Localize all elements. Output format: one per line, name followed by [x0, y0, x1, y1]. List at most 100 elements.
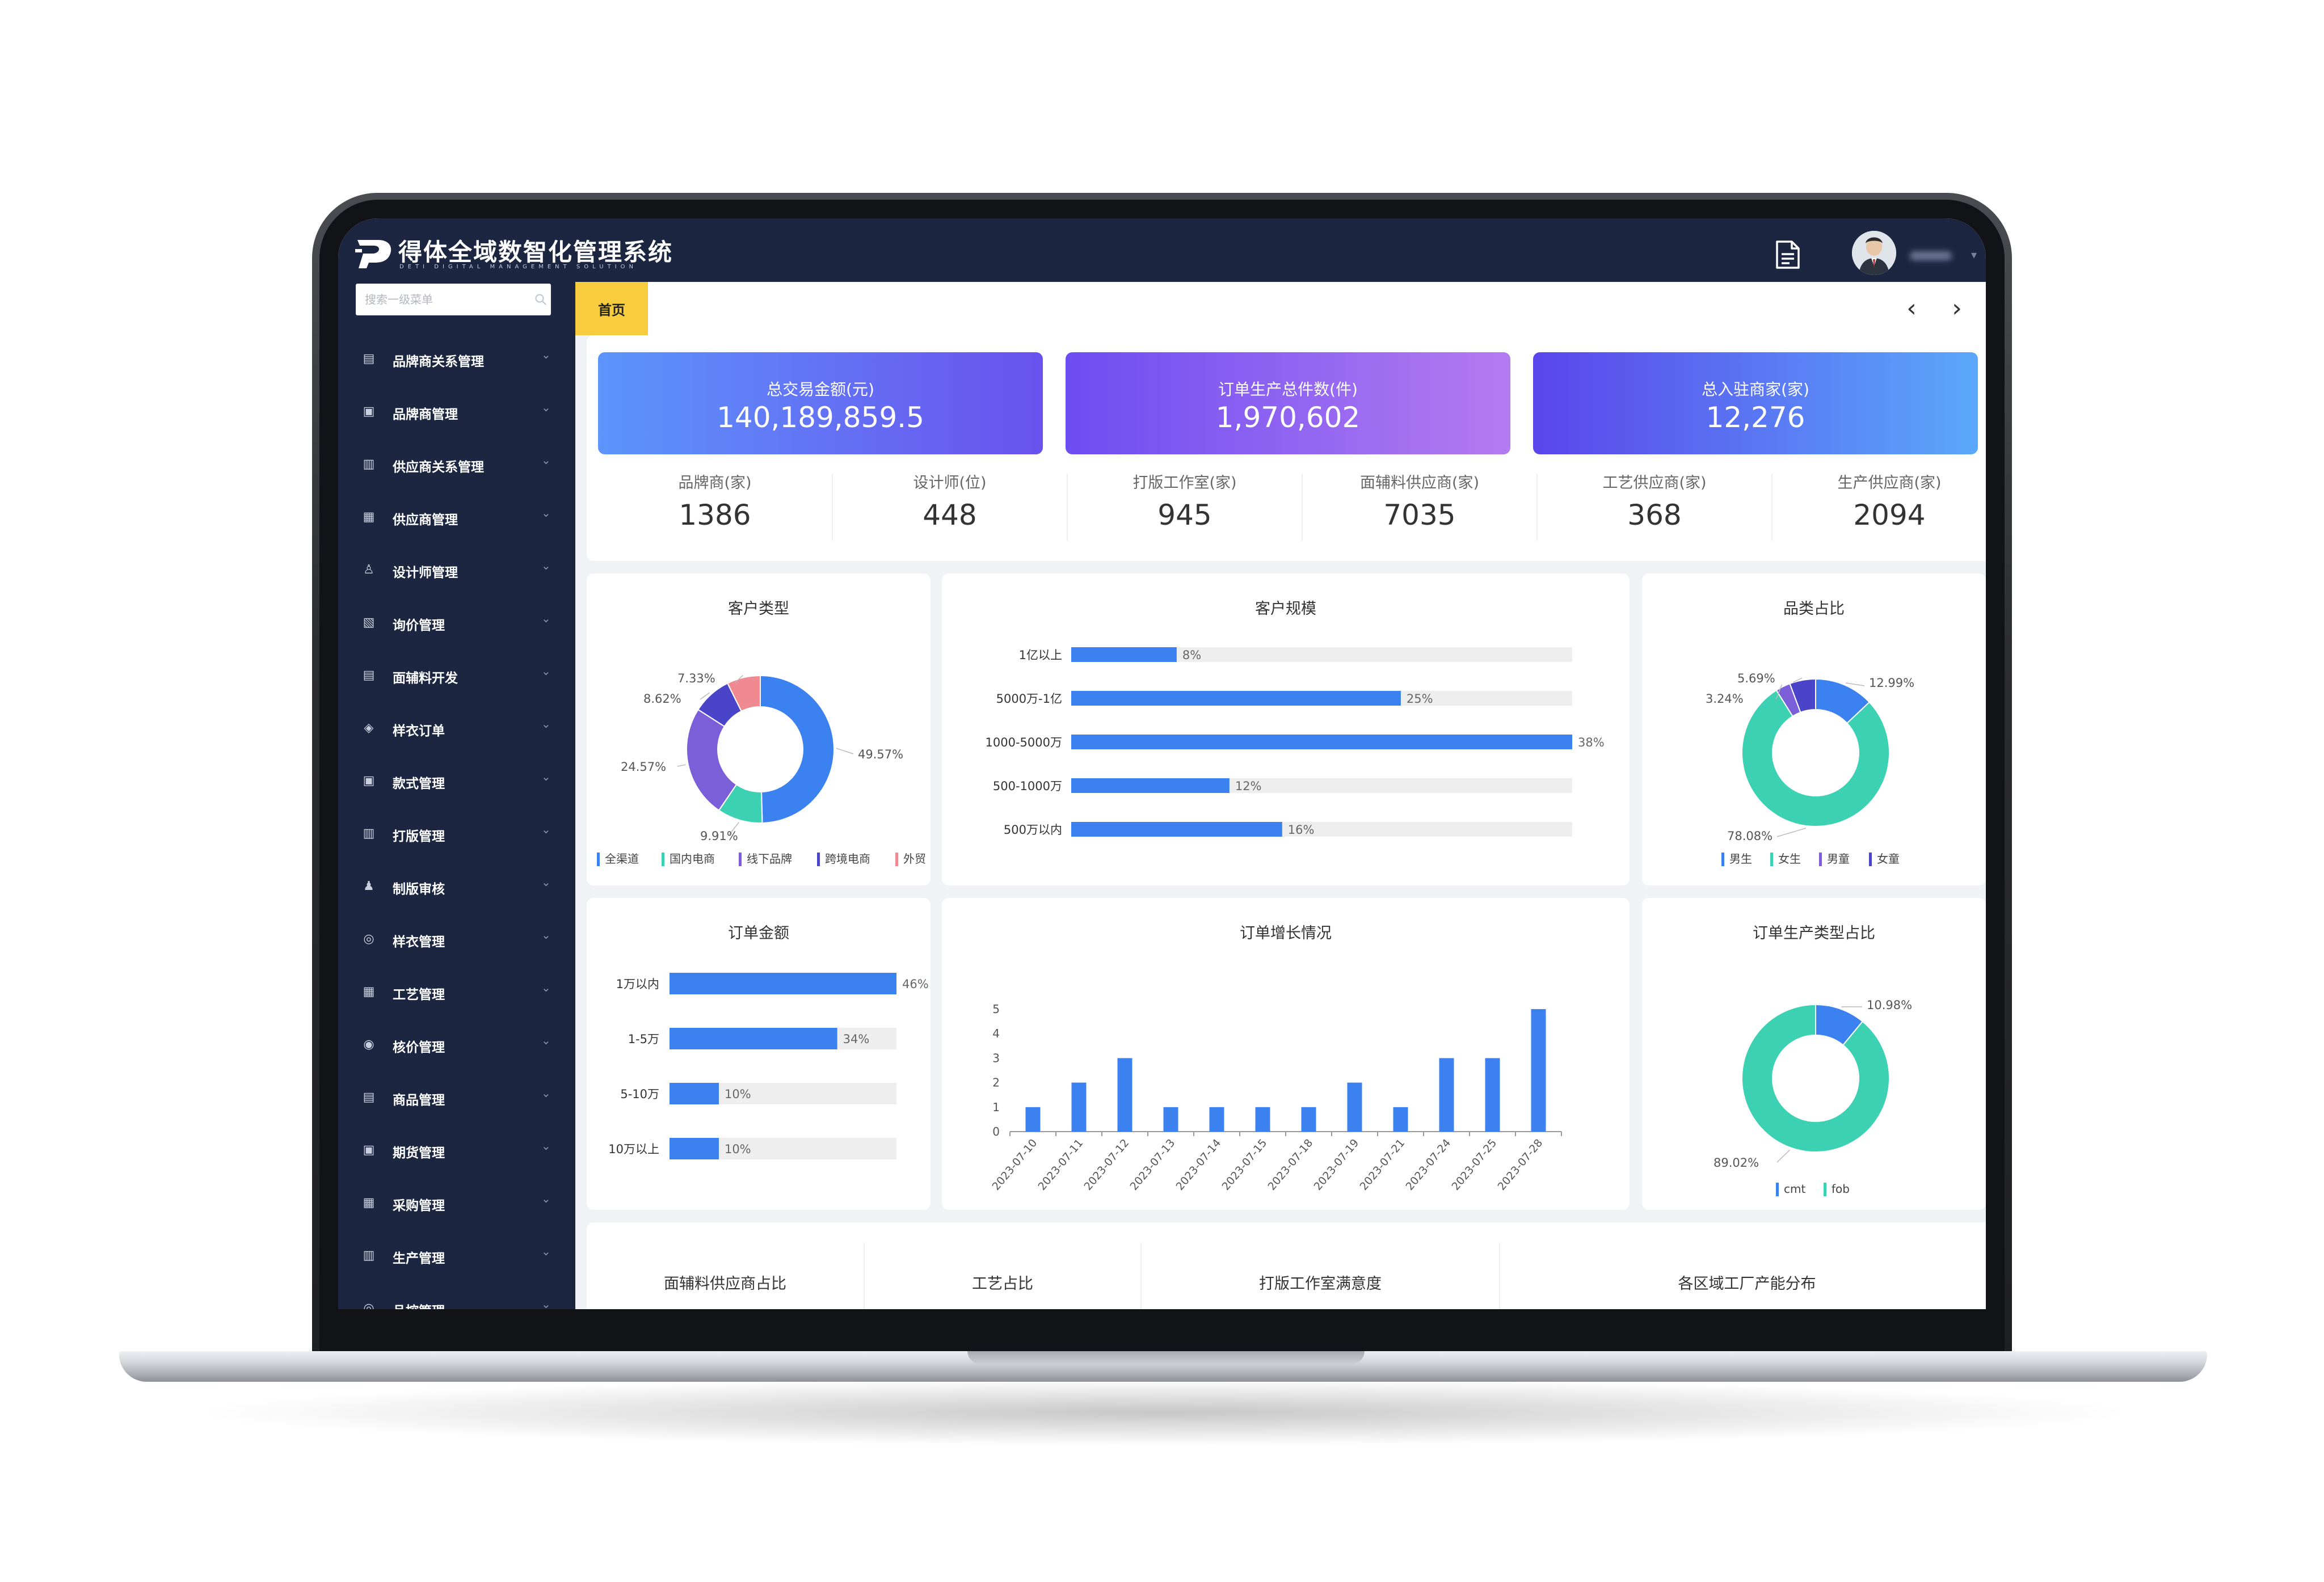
- sidebar-item[interactable]: ▦ 工艺管理 ⌄: [338, 965, 575, 1018]
- chevron-down-icon[interactable]: ⌄: [541, 928, 551, 942]
- chevron-down-icon[interactable]: ⌄: [541, 770, 551, 783]
- sidebar-item[interactable]: ▤ 品牌商关系管理 ⌄: [338, 332, 575, 385]
- menu-search-input[interactable]: [356, 284, 551, 315]
- sidebar-item[interactable]: ▣ 期货管理 ⌄: [338, 1123, 575, 1176]
- label-leader-line: [1792, 677, 1803, 683]
- x-tick-label: 2023-07-19: [1311, 1137, 1361, 1193]
- sidebar-item[interactable]: ▥ 打版管理 ⌄: [338, 807, 575, 859]
- legend-swatch: [817, 853, 820, 866]
- stat-craft-suppliers: 工艺供应商(家) 368: [1538, 470, 1771, 544]
- chevron-left-icon[interactable]: ‹: [1906, 293, 1917, 323]
- sidebar-item[interactable]: ▦ 供应商管理 ⌄: [338, 490, 575, 543]
- sidebar-item-label: 核价管理: [393, 1040, 445, 1055]
- review-icon: ♟: [363, 879, 374, 893]
- chevron-down-icon[interactable]: ⌄: [541, 506, 551, 520]
- panel-title: 打版工作室满意度: [1259, 1275, 1382, 1293]
- label-leader-line: [1776, 828, 1807, 837]
- sidebar-item[interactable]: ▦ 采购管理 ⌄: [338, 1176, 575, 1229]
- donut-slice: [1741, 689, 1890, 827]
- search-icon[interactable]: [534, 293, 547, 306]
- x-tick-label: 2023-07-13: [1127, 1137, 1177, 1193]
- divider: [1771, 474, 1773, 541]
- customer-type-card: 客户类型 49.57% 9.91% 24.57% 8.62% 7.33% 全渠道 国内电商 线…: [587, 573, 931, 885]
- sidebar-item[interactable]: ◉ 核价管理 ⌄: [338, 1018, 575, 1070]
- sidebar: ▤品牌商关系管理⌄▣品牌商管理⌄▥供应商关系管理⌄▦供应商管理⌄♙设计师管理⌄▧…: [338, 282, 575, 1309]
- divider: [864, 1243, 865, 1309]
- document-icon[interactable]: [1774, 240, 1801, 269]
- panel-title: 客户类型: [728, 600, 789, 618]
- category-label: 1万以内: [616, 977, 659, 991]
- sidebar-item[interactable]: ▣ 款式管理 ⌄: [338, 754, 575, 807]
- sidebar-item[interactable]: ♟ 制版审核 ⌄: [338, 859, 575, 912]
- tab-home[interactable]: 首页: [575, 282, 648, 335]
- legend-swatch: [1776, 1183, 1779, 1196]
- bar: [670, 1083, 719, 1104]
- chevron-down-icon[interactable]: ⌄: [541, 400, 551, 414]
- username[interactable]: [1910, 251, 1952, 260]
- chevron-right-icon[interactable]: ›: [1952, 293, 1962, 323]
- sidebar-item[interactable]: ♙ 设计师管理 ⌄: [338, 543, 575, 596]
- stat-value: 2094: [1853, 499, 1926, 531]
- production-type-donut-chart: 10.98% 89.02% cmt fob: [1713, 998, 1912, 1196]
- data-label: 12%: [1235, 779, 1262, 793]
- stat-designers: 设计师(位) 448: [833, 470, 1067, 544]
- customer-scale-bar-chart: 1亿以上 8% 5000万-1亿 25% 1000-5000万 38% 500-1000万 1…: [986, 647, 1605, 837]
- sidebar-item[interactable]: ◎ 品控管理 ⌄: [338, 1281, 575, 1309]
- sidebar-item[interactable]: ◎ 样衣管理 ⌄: [338, 912, 575, 965]
- chevron-down-icon[interactable]: ⌄: [541, 717, 551, 731]
- chevron-down-icon[interactable]: ⌄: [541, 981, 551, 994]
- x-tick-label: 2023-07-18: [1265, 1137, 1315, 1193]
- sidebar-item[interactable]: ▣ 品牌商管理 ⌄: [338, 385, 575, 437]
- sidebar-item[interactable]: ▥ 生产管理 ⌄: [338, 1229, 575, 1281]
- legend-label: 男生: [1729, 852, 1752, 866]
- x-tick-label: 2023-07-11: [1035, 1137, 1085, 1193]
- donut-slice: [1741, 1003, 1890, 1153]
- category-label: 500万以内: [1004, 823, 1062, 837]
- order-amount-card: 订单金额 1万以内 46% 1-5万 34% 5-10万 10% 10万以上 10%: [587, 898, 931, 1210]
- y-tick-label: 3: [992, 1051, 1000, 1065]
- bar: [1071, 691, 1401, 706]
- sidebar-item[interactable]: ◈ 样衣订单 ⌄: [338, 701, 575, 754]
- divider: [1302, 474, 1303, 541]
- fabric-icon: ▤: [363, 668, 375, 682]
- chevron-down-icon[interactable]: ⌄: [541, 1244, 551, 1258]
- chevron-down-icon[interactable]: ⌄: [541, 1192, 551, 1205]
- laptop-base-notch: [967, 1351, 1365, 1364]
- panel-title: 客户规模: [1255, 600, 1316, 618]
- chevron-down-icon[interactable]: ⌄: [541, 1086, 551, 1100]
- sidebar-item[interactable]: ▥ 供应商关系管理 ⌄: [338, 437, 575, 490]
- data-label: 10.98%: [1867, 998, 1912, 1012]
- data-label: 10%: [725, 1087, 751, 1101]
- chevron-down-icon[interactable]: ⌄: [541, 664, 551, 678]
- customer-type-donut-chart: 49.57% 9.91% 24.57% 8.62% 7.33% 全渠道 国内电商 线下品牌 跨境…: [597, 672, 926, 866]
- chevron-down-icon[interactable]: ⌄: [541, 822, 551, 836]
- avatar[interactable]: [1852, 231, 1896, 275]
- bar: [1209, 1107, 1224, 1132]
- stat-label: 生产供应商(家): [1837, 474, 1942, 492]
- chevron-down-icon[interactable]: ⌄: [541, 559, 551, 572]
- sidebar-item[interactable]: ▤ 商品管理 ⌄: [338, 1070, 575, 1123]
- chevron-down-icon[interactable]: ⌄: [541, 1033, 551, 1047]
- chevron-down-icon[interactable]: ⌄: [541, 453, 551, 467]
- sidebar-item[interactable]: ▤ 面辅料开发 ⌄: [338, 648, 575, 701]
- data-label: 46%: [902, 977, 929, 991]
- label-leader-line: [728, 822, 740, 836]
- bar: [670, 973, 896, 994]
- chevron-down-icon[interactable]: ⌄: [541, 875, 551, 889]
- chevron-down-icon[interactable]: ⌄: [541, 611, 551, 625]
- sidebar-item[interactable]: ▧ 询价管理 ⌄: [338, 596, 575, 648]
- chevron-down-icon[interactable]: ⌄: [541, 1297, 551, 1309]
- stat-label: 设计师(位): [913, 474, 987, 492]
- sidebar-item-label: 采购管理: [393, 1199, 445, 1213]
- divider: [1499, 1243, 1500, 1309]
- stat-label: 品牌商(家): [678, 474, 752, 492]
- sidebar-item-label: 设计师管理: [393, 566, 458, 580]
- bar: [1071, 647, 1177, 662]
- designer-icon: ♙: [363, 562, 374, 577]
- chevron-down-icon[interactable]: ▾: [1971, 248, 1977, 261]
- chevron-down-icon[interactable]: ⌄: [541, 1139, 551, 1153]
- chevron-down-icon[interactable]: ⌄: [541, 348, 551, 361]
- kpi-value: 12,276: [1706, 401, 1805, 434]
- category-share-card: 品类占比 12.99% 78.08% 3.24% 5.69% 男生 女生 男童 女童: [1642, 573, 1986, 885]
- stat-value: 7035: [1383, 499, 1456, 531]
